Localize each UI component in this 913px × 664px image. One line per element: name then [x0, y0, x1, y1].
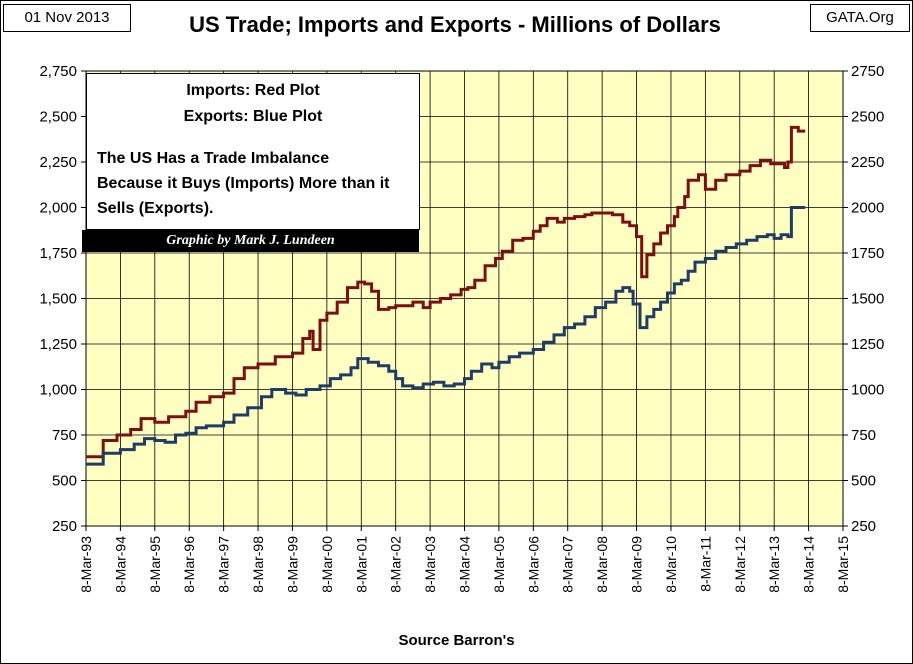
- x-tick-label: 8-Mar-15: [835, 536, 851, 593]
- x-tick-label: 8-Mar-13: [766, 536, 782, 593]
- date-tag: 01 Nov 2013: [3, 4, 131, 32]
- x-tick-label: 8-Mar-12: [732, 536, 748, 593]
- y-tick-label-right: 750: [851, 427, 876, 444]
- y-tick-label-left: 2,750: [39, 63, 77, 80]
- y-tick-label-right: 1500: [851, 291, 884, 308]
- series-line-imports: [86, 125, 806, 459]
- y-tick-label-left: 1,750: [39, 245, 77, 262]
- y-tick-label-right: 1000: [851, 382, 884, 399]
- series-layer: [86, 125, 806, 466]
- x-tick-label: 8-Mar-06: [525, 536, 541, 593]
- y-tick-label-left: 2,500: [39, 109, 77, 126]
- y-tick-label-right: 1750: [851, 245, 884, 262]
- y-tick-label-right: 250: [851, 518, 876, 535]
- grid-layer: [81, 70, 848, 531]
- x-tick-label: 8-Mar-08: [594, 536, 610, 593]
- x-tick-label: 8-Mar-02: [388, 536, 404, 593]
- y-tick-label-right: 2000: [851, 200, 884, 217]
- legend-box: Imports: Red Plot Exports: Blue Plot The…: [86, 73, 420, 230]
- chart-title: US Trade; Imports and Exports - Millions…: [189, 12, 721, 37]
- legend-imports: Imports: Red Plot: [186, 82, 320, 99]
- y-tick-label-left: 2,000: [39, 200, 77, 217]
- y-tick-label-right: 500: [851, 473, 876, 490]
- y-tick-label-left: 2,250: [39, 154, 77, 171]
- x-tick-label: 8-Mar-07: [560, 536, 576, 593]
- source-site-tag: GATA.Org: [810, 4, 910, 32]
- y-tick-label-right: 2500: [851, 109, 884, 126]
- y-tick-label-right: 1250: [851, 336, 884, 353]
- x-tick-label: 8-Mar-11: [697, 536, 713, 592]
- y-tick-label-right: 2250: [851, 154, 884, 171]
- y-tick-label-left: 250: [52, 518, 77, 535]
- x-axis-label: Source Barron's: [398, 632, 515, 649]
- y-tick-label-left: 750: [52, 427, 77, 444]
- x-tick-label: 8-Mar-97: [216, 536, 232, 593]
- x-tick-label: 8-Mar-14: [801, 536, 817, 593]
- y-tick-label-right: 2750: [851, 63, 884, 80]
- y-axis-right: 250 500 750 1000 1250 1500 1750 2000 2250 2500 275…: [851, 63, 884, 535]
- x-tick-label: 8-Mar-95: [147, 536, 163, 593]
- x-tick-label: 8-Mar-93: [78, 536, 94, 593]
- x-tick-label: 8-Mar-00: [319, 536, 335, 593]
- x-tick-label: 8-Mar-98: [250, 536, 266, 593]
- x-tick-label: 8-Mar-04: [457, 536, 473, 593]
- x-tick-label: 8-Mar-99: [284, 536, 300, 593]
- x-tick-label: 8-Mar-96: [181, 536, 197, 593]
- y-tick-label-left: 1,500: [39, 291, 77, 308]
- y-axis-left: 250 500 750 1,000 1,250 1,500 1,750 2,000 2,250 2…: [39, 63, 77, 535]
- series-line-exports: [86, 206, 806, 466]
- legend-exports: Exports: Blue Plot: [183, 108, 323, 125]
- x-tick-label: 8-Mar-09: [629, 536, 645, 593]
- legend-note: The US Has a Trade Imbalance Because it …: [97, 150, 390, 217]
- y-tick-label-left: 1,000: [39, 382, 77, 399]
- x-tick-label: 8-Mar-01: [353, 536, 369, 593]
- x-tick-label: 8-Mar-94: [112, 536, 128, 593]
- x-tick-label: 8-Mar-03: [422, 536, 438, 593]
- x-axis: 8-Mar-93 8-Mar-94 8-Mar-95 8-Mar-96 8-Mar-97…: [78, 536, 851, 593]
- x-tick-label: 8-Mar-10: [663, 536, 679, 593]
- x-tick-label: 8-Mar-05: [491, 536, 507, 593]
- y-tick-label-left: 500: [52, 473, 77, 490]
- credit-bar: Graphic by Mark J. Lundeen: [82, 230, 419, 252]
- y-tick-label-left: 1,250: [39, 336, 77, 353]
